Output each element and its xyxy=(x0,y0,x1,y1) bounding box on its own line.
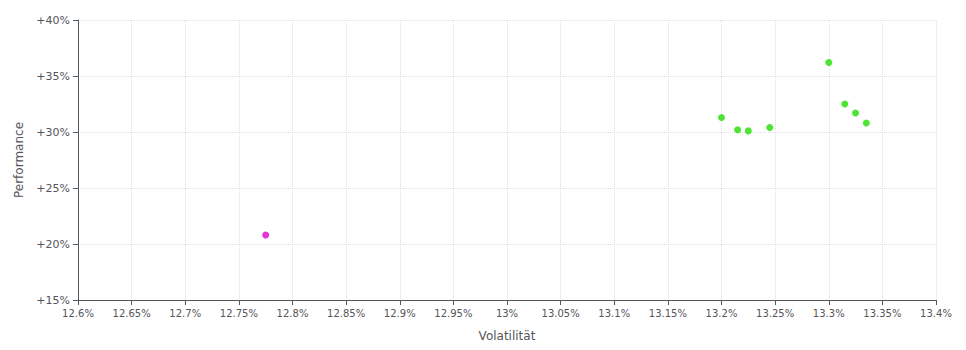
svg-text:13.35%: 13.35% xyxy=(863,308,901,319)
svg-text:13.1%: 13.1% xyxy=(598,308,630,319)
svg-text:12.85%: 12.85% xyxy=(327,308,365,319)
svg-text:12.95%: 12.95% xyxy=(434,308,472,319)
svg-text:13%: 13% xyxy=(496,308,518,319)
svg-text:12.9%: 12.9% xyxy=(384,308,416,319)
svg-text:+40%: +40% xyxy=(36,14,70,27)
svg-text:13.2%: 13.2% xyxy=(706,308,738,319)
svg-text:12.6%: 12.6% xyxy=(62,308,94,319)
svg-text:12.8%: 12.8% xyxy=(277,308,309,319)
svg-text:+30%: +30% xyxy=(36,126,70,139)
svg-text:13.15%: 13.15% xyxy=(649,308,687,319)
svg-text:13.3%: 13.3% xyxy=(813,308,845,319)
svg-text:Volatilität: Volatilität xyxy=(479,329,536,343)
svg-text:12.65%: 12.65% xyxy=(113,308,151,319)
svg-text:12.75%: 12.75% xyxy=(220,308,258,319)
svg-text:13.25%: 13.25% xyxy=(756,308,794,319)
svg-text:Performance: Performance xyxy=(12,122,26,198)
svg-text:+20%: +20% xyxy=(36,238,70,251)
svg-text:+25%: +25% xyxy=(36,182,70,195)
svg-text:12.7%: 12.7% xyxy=(169,308,201,319)
svg-text:13.4%: 13.4% xyxy=(920,308,952,319)
svg-text:13.05%: 13.05% xyxy=(542,308,580,319)
svg-text:+15%: +15% xyxy=(36,294,70,307)
svg-text:+35%: +35% xyxy=(36,70,70,83)
